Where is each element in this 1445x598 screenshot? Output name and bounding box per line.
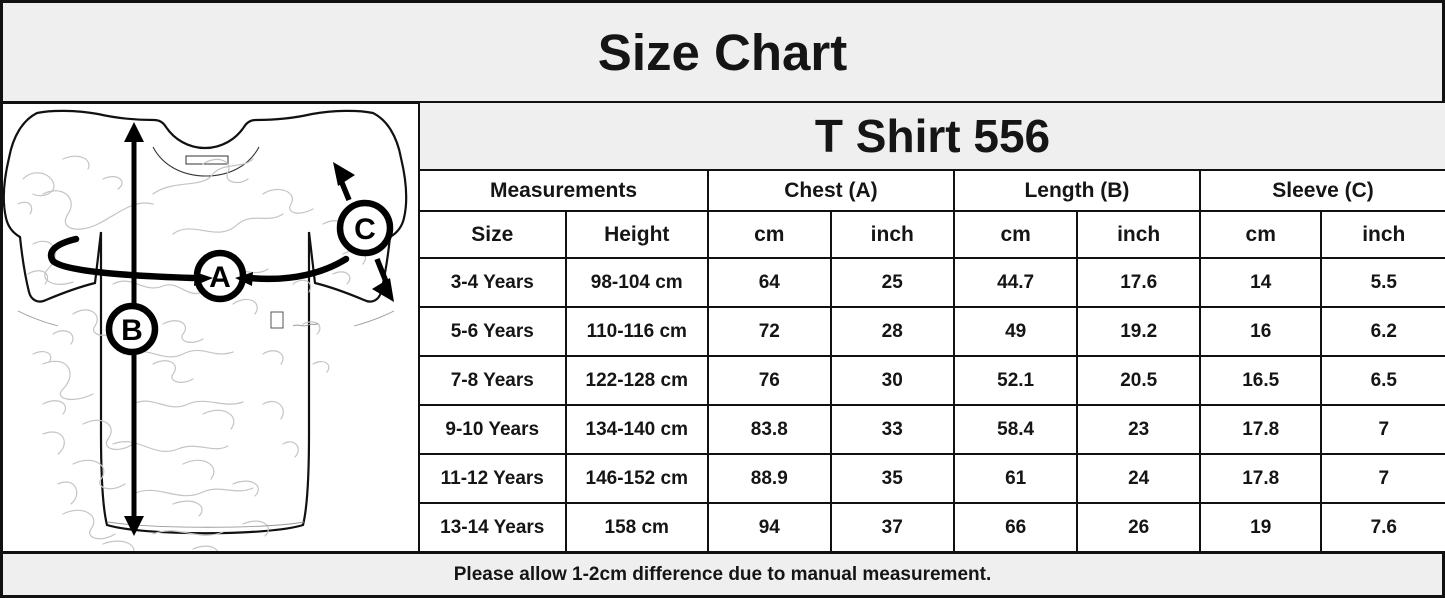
svg-text:A: A [209, 261, 231, 294]
svg-text:B: B [121, 314, 143, 347]
svg-text:C: C [354, 213, 376, 246]
